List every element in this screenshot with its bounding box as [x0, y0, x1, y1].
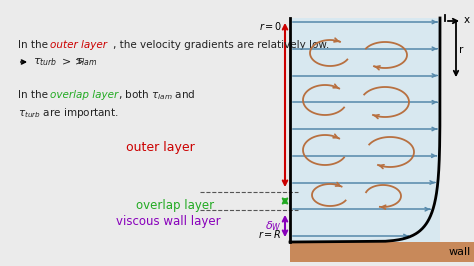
Text: $\tau_{lam}$: $\tau_{lam}$	[75, 56, 98, 68]
Text: r: r	[459, 45, 464, 55]
Text: x: x	[464, 15, 470, 25]
Text: $\tau_{turb}$ are important.: $\tau_{turb}$ are important.	[18, 106, 118, 120]
Bar	[290, 18, 440, 242]
Bar	[290, 242, 474, 262]
Text: $>>$: $>>$	[59, 57, 85, 67]
Text: overlap layer: overlap layer	[136, 198, 214, 211]
Text: outer layer: outer layer	[126, 142, 194, 155]
Text: $r = R$: $r = R$	[258, 228, 282, 240]
Text: In the: In the	[18, 40, 51, 50]
Text: wall: wall	[449, 247, 471, 257]
Text: $\tau_{turb}$: $\tau_{turb}$	[33, 56, 57, 68]
Text: , both $\tau_{lam}$ and: , both $\tau_{lam}$ and	[118, 88, 196, 102]
Text: overlap layer: overlap layer	[50, 90, 118, 100]
Text: $\delta_W$: $\delta_W$	[265, 219, 282, 233]
Text: outer layer: outer layer	[50, 40, 107, 50]
Text: viscous wall layer: viscous wall layer	[116, 214, 220, 227]
Text: $r = 0$: $r = 0$	[258, 20, 282, 32]
Text: , the velocity gradients are relatively low.: , the velocity gradients are relatively …	[113, 40, 329, 50]
Text: In the: In the	[18, 90, 51, 100]
